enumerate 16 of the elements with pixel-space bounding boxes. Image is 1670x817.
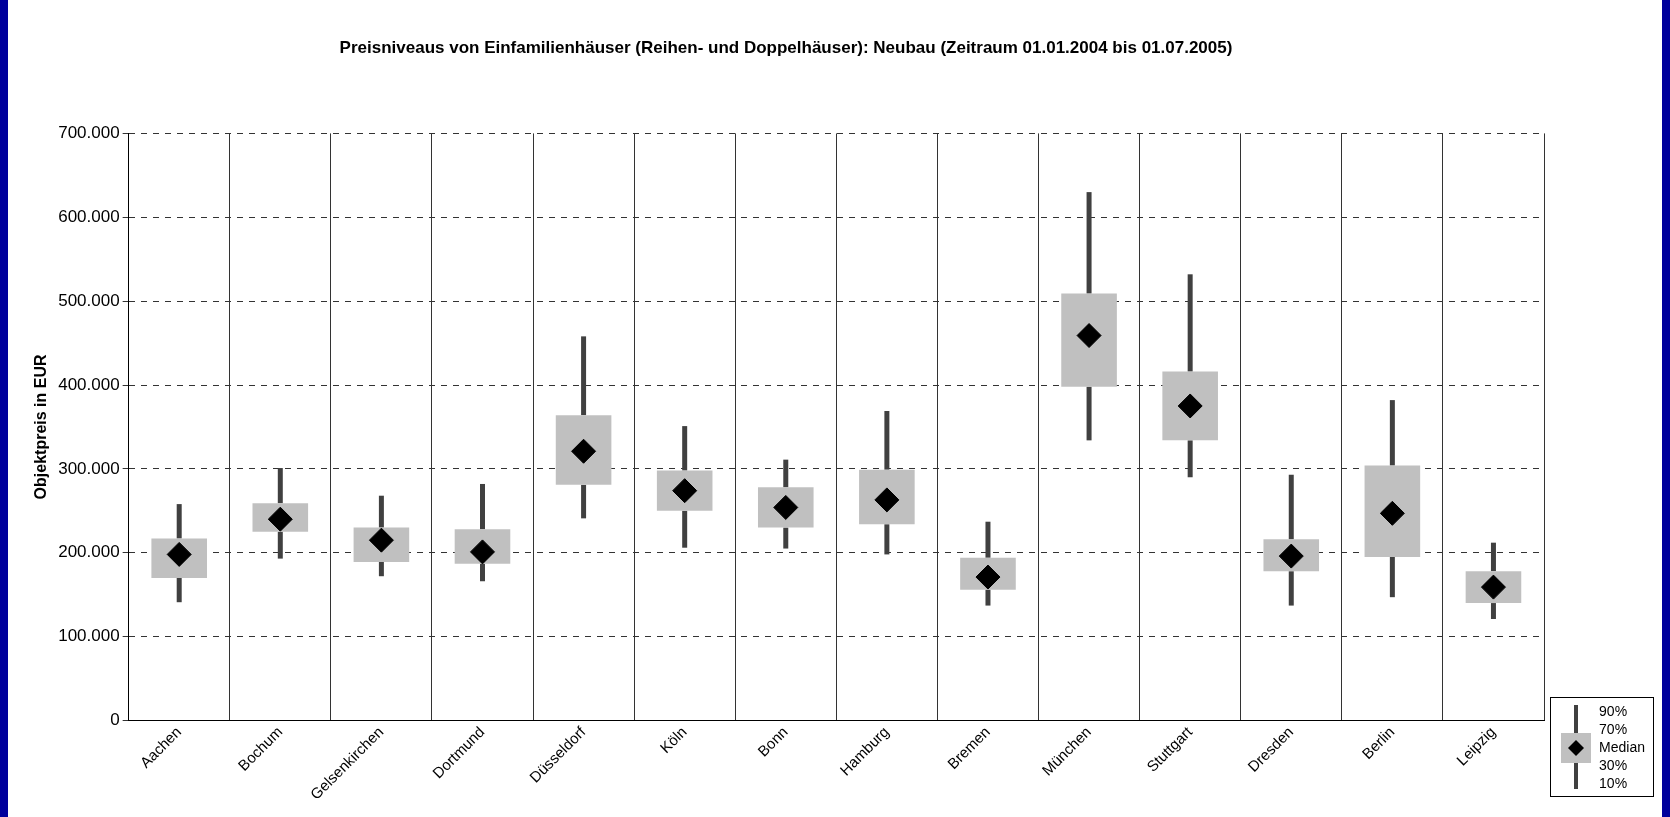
y-tick-label: 500.000 (58, 290, 120, 310)
y-tick-label: 600.000 (58, 206, 120, 226)
y-tick-label: 700.000 (58, 123, 120, 143)
y-tick-label: 300.000 (58, 458, 120, 478)
chart-title: Preisniveaus von Einfamilienhäuser (Reihen- und Doppelhäuser): Neubau (Zeitraum 01.01.2004 bis 01.07.2005) (339, 37, 1233, 57)
y-tick-label: 200.000 (58, 542, 120, 562)
text: 90% (1599, 702, 1629, 720)
y-axis-title: Objektpreis in EUR (32, 354, 50, 500)
y-tick-label: 400.000 (58, 374, 120, 394)
text: Median (1599, 738, 1645, 756)
x-tick-label: Köln (656, 722, 690, 757)
y-tick-label: 0 (110, 710, 120, 730)
y-tick-label: 100.000 (58, 626, 120, 646)
text: 30% (1599, 756, 1629, 774)
text: 70% (1599, 720, 1629, 738)
text: 10% (1599, 774, 1629, 792)
